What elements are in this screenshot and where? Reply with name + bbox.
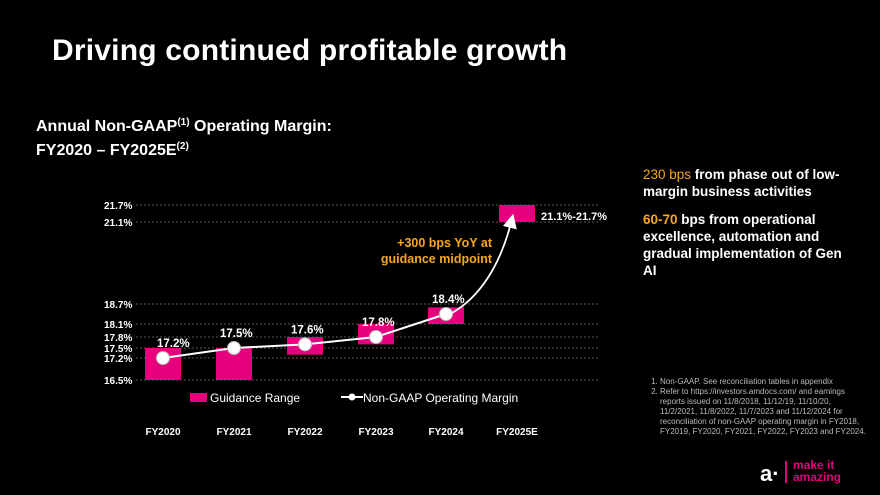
legend-label-guidance: Guidance Range <box>210 391 300 405</box>
point-label: 17.6% <box>291 324 324 336</box>
margin-point <box>156 351 170 365</box>
footnote-ref-2: (2) <box>176 141 189 152</box>
legend-swatch-guidance <box>190 393 207 402</box>
y-tick-label: 18.7% <box>104 300 132 311</box>
y-tick-label: 21.7% <box>104 201 132 212</box>
margin-point <box>298 337 312 352</box>
x-tick-label: FY2024 <box>428 427 463 438</box>
logo-divider <box>785 461 787 483</box>
callout-2: 60-70 bps from operational excellence, a… <box>643 211 858 279</box>
x-tick-label: FY2021 <box>216 427 251 438</box>
company-logo: a· make it amazing <box>760 459 855 486</box>
chart-legend: Guidance Range Non-GAAP Operating Margin <box>190 391 518 405</box>
point-label: 17.5% <box>220 328 253 340</box>
point-label: 17.8% <box>362 317 395 329</box>
subtitle-line1-rest: Operating Margin: <box>189 118 332 135</box>
y-tick-label: 17.2% <box>104 354 132 365</box>
y-tick-label: 17.8% <box>104 333 132 344</box>
point-label: 17.2% <box>157 338 190 350</box>
y-tick-label: 21.1% <box>104 218 132 229</box>
page-title: Driving continued profitable growth <box>52 34 568 67</box>
logo-tagline-line1: make it <box>793 458 835 472</box>
annotation-line1: +300 bps YoY at <box>397 236 493 250</box>
footnote-1: Non-GAAP. See reconciliation tables in a… <box>660 377 866 387</box>
range-label: 21.1%-21.7% <box>541 211 607 223</box>
logo-tagline: make it amazing <box>793 459 841 483</box>
callout-1: 230 bps from phase out of low-margin bus… <box>643 166 858 200</box>
callout-2-accent: 60-70 <box>643 212 678 227</box>
legend-label-margin: Non-GAAP Operating Margin <box>363 391 518 405</box>
margin-point <box>227 341 241 355</box>
logo-tagline-line2: amazing <box>793 470 842 484</box>
callout-1-text: from phase out of low-margin business ac… <box>643 167 840 199</box>
y-tick-label: 17.5% <box>104 344 132 355</box>
x-tick-label: FY2025E <box>496 427 538 438</box>
chart-subtitle: Annual Non-GAAP(1) Operating Margin: FY2… <box>36 113 332 161</box>
y-tick-label: 18.1% <box>104 320 132 331</box>
point-label: 18.4% <box>432 294 465 306</box>
logo-mark: a· <box>760 461 780 486</box>
growth-arrow <box>451 213 517 314</box>
callout-2-text: bps from operational excellence, automat… <box>643 212 842 278</box>
footnote-2: Refer to https://investors.amdocs.com/ a… <box>660 387 866 437</box>
callouts: 230 bps from phase out of low-margin bus… <box>643 166 858 290</box>
guidance-bar <box>499 205 535 222</box>
subtitle-line1: Annual Non-GAAP <box>36 118 178 135</box>
annotation-line2: guidance midpoint <box>381 252 493 266</box>
subtitle-line2: FY2020 – FY2025E <box>36 142 177 159</box>
legend-swatch-point <box>348 393 356 401</box>
callout-1-accent: 230 bps <box>643 167 692 182</box>
margin-point <box>439 307 453 321</box>
x-tick-label: FY2023 <box>358 427 393 438</box>
footnotes: Non-GAAP. See reconciliation tables in a… <box>646 377 866 437</box>
margin-point <box>369 330 383 344</box>
footnote-ref-1: (1) <box>177 117 190 128</box>
x-tick-label: FY2020 <box>145 427 180 438</box>
x-tick-label: FY2022 <box>287 427 322 438</box>
y-tick-label: 16.5% <box>104 376 132 387</box>
